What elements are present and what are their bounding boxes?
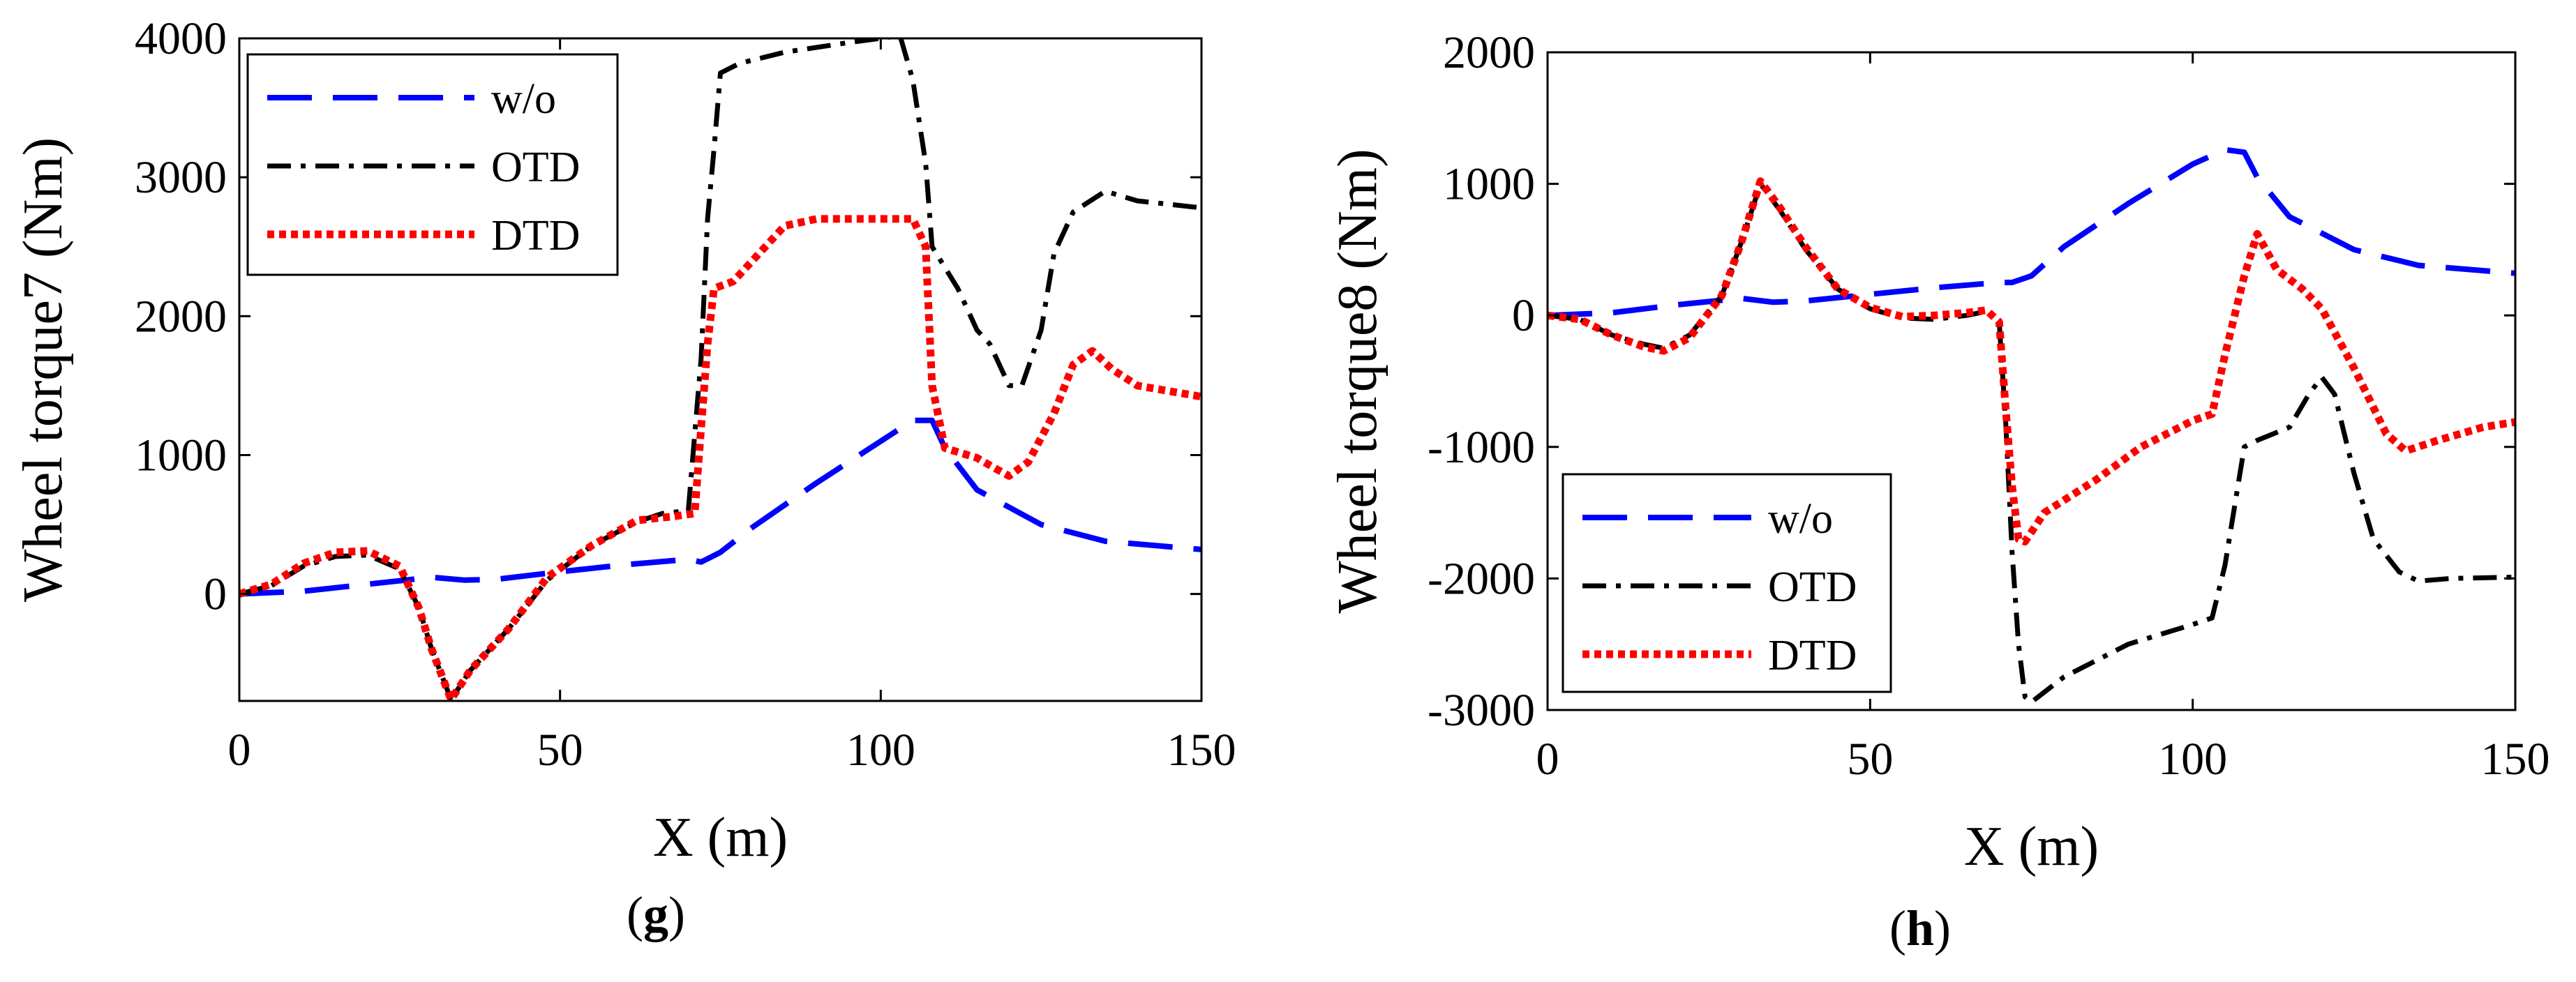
x-tick-label: 100 bbox=[846, 725, 915, 776]
legend: w/o OTD DTD bbox=[246, 53, 619, 276]
legend-label: w/o bbox=[1768, 495, 1833, 543]
panel-label: (g) bbox=[627, 886, 685, 942]
panel-letter: h bbox=[1906, 900, 1934, 956]
y-tick-label: 0 bbox=[204, 569, 227, 620]
y-tick-label: 0 bbox=[1512, 290, 1535, 341]
y-tick-label: -2000 bbox=[1428, 553, 1535, 604]
y-tick-label: 2000 bbox=[135, 291, 227, 342]
panel-letter: g bbox=[643, 886, 668, 942]
series-line-dtd bbox=[1548, 177, 2515, 546]
y-tick-label: -1000 bbox=[1428, 422, 1535, 473]
x-axis-label: X (m) bbox=[653, 807, 788, 868]
chart-panel-h: 0 50 100 150 -3000 -2000 -1000 0 1000 2000 X (m) Wh… bbox=[1327, 27, 2550, 956]
x-tick-label: 50 bbox=[537, 725, 583, 776]
legend-label: w/o bbox=[491, 75, 556, 123]
axes-box bbox=[1546, 51, 2517, 711]
series-line-otd bbox=[1548, 181, 2515, 705]
y-tick-label: 1000 bbox=[135, 430, 227, 481]
x-axis-label: X (m) bbox=[1964, 816, 2099, 877]
y-tick-label: 4000 bbox=[135, 13, 227, 64]
legend-label: DTD bbox=[491, 212, 580, 259]
x-tick-label: 150 bbox=[1167, 725, 1236, 776]
axes-box bbox=[238, 37, 1203, 702]
y-tick-label: 3000 bbox=[135, 152, 227, 203]
series-line-otd bbox=[239, 38, 1201, 701]
x-tick-label: 0 bbox=[1536, 734, 1559, 785]
plot-area bbox=[239, 38, 1201, 701]
y-tick-label: 2000 bbox=[1443, 27, 1535, 78]
series-line-dtd bbox=[239, 215, 1201, 701]
y-tick-label: -3000 bbox=[1428, 685, 1535, 736]
legend: w/o OTD DTD bbox=[1562, 473, 1892, 693]
series-line-wo bbox=[1548, 146, 2515, 319]
x-tick-label: 50 bbox=[1847, 734, 1893, 785]
x-tick-label: 150 bbox=[2481, 734, 2550, 785]
x-tick-label: 100 bbox=[2158, 734, 2227, 785]
x-tick-label: 0 bbox=[228, 725, 251, 776]
panel-label: (h) bbox=[1889, 900, 1951, 956]
series-line-wo bbox=[239, 417, 1201, 597]
y-axis-label: Wheel torque7 (Nm) bbox=[13, 137, 74, 602]
y-tick-label: 1000 bbox=[1443, 159, 1535, 210]
plot-area bbox=[1548, 146, 2515, 705]
legend-label: OTD bbox=[491, 144, 580, 191]
legend-label: DTD bbox=[1768, 632, 1857, 679]
chart-panel-g: 0 50 100 150 0 1000 2000 3000 4000 X (m) Wheel tor… bbox=[13, 13, 1236, 942]
y-axis-label: Wheel torque8 (Nm) bbox=[1327, 149, 1388, 613]
legend-label: OTD bbox=[1768, 564, 1857, 611]
